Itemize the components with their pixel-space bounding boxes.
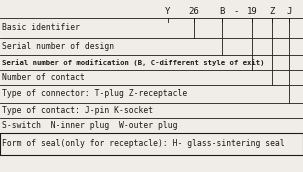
Text: 26: 26 xyxy=(189,7,199,16)
Text: Form of seal(only for receptacle): H- glass-sintering seal: Form of seal(only for receptacle): H- gl… xyxy=(2,139,285,148)
Text: B: B xyxy=(219,7,225,16)
Text: Type of contact: J-pin K-socket: Type of contact: J-pin K-socket xyxy=(2,106,153,115)
Text: S-switch  N-inner plug  W-outer plug: S-switch N-inner plug W-outer plug xyxy=(2,121,178,130)
Text: -: - xyxy=(233,7,239,16)
Text: Type of connector: T-plug Z-receptacle: Type of connector: T-plug Z-receptacle xyxy=(2,89,187,99)
Text: Serial number of design: Serial number of design xyxy=(2,42,114,51)
Text: S: S xyxy=(302,7,303,16)
Bar xyxy=(0,133,303,155)
Text: 19: 19 xyxy=(247,7,257,16)
Text: Z: Z xyxy=(269,7,275,16)
Text: J: J xyxy=(286,7,292,16)
Text: Y: Y xyxy=(165,7,171,16)
Text: Basic identifier: Basic identifier xyxy=(2,24,80,33)
Text: Serial number of modification (B, C-different style of exit): Serial number of modification (B, C-diff… xyxy=(2,59,265,66)
Text: Number of contact: Number of contact xyxy=(2,73,85,82)
